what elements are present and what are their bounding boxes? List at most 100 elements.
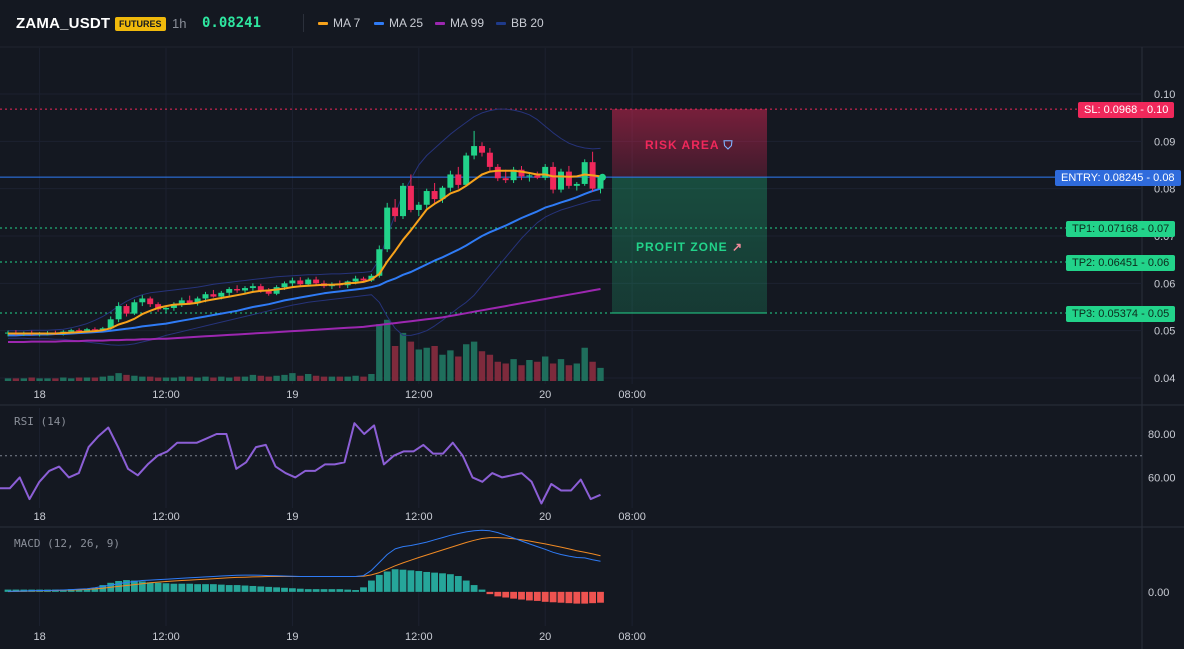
candle-body[interactable] <box>218 292 225 297</box>
candle-body[interactable] <box>534 175 541 178</box>
candle-body[interactable] <box>155 304 162 310</box>
entry-tag[interactable]: ENTRY: 0.08245 - 0.08 <box>1055 170 1181 186</box>
candle-body[interactable] <box>360 278 367 281</box>
candle-body[interactable] <box>494 166 501 179</box>
candle-body[interactable] <box>415 204 422 210</box>
tp2-tag-axis: 0.06 <box>1147 257 1170 269</box>
time-axis-tick-0-2: 19 <box>286 389 298 401</box>
macd-histogram-bar <box>565 591 573 604</box>
candle-body[interactable] <box>502 178 509 181</box>
candle-body[interactable] <box>68 330 75 332</box>
candle-body[interactable] <box>384 207 391 250</box>
volume-bar <box>589 361 596 381</box>
candle-body[interactable] <box>76 330 83 332</box>
candle-body[interactable] <box>439 187 446 200</box>
candle-body[interactable] <box>597 177 604 189</box>
candle-body[interactable] <box>178 300 185 305</box>
risk-area-label: RISK AREA ⛉ <box>645 138 733 153</box>
symbol-title[interactable]: ZAMA_USDT <box>16 15 111 32</box>
macd-histogram-bar <box>154 582 162 592</box>
volume-bar <box>470 341 478 381</box>
tp1-tag[interactable]: TP1: 0.07168 - 0.07 <box>1066 221 1176 237</box>
candle-body[interactable] <box>313 279 320 284</box>
macd-histogram-bar <box>360 587 367 592</box>
tp3-tag[interactable]: TP3: 0.05374 - 0.05 <box>1066 306 1176 322</box>
sl-tag[interactable]: SL: 0.0968 - 0.10 <box>1078 102 1175 118</box>
candle-body[interactable] <box>305 279 312 285</box>
legend-ma25[interactable]: MA 25 <box>374 16 423 30</box>
candle-body[interactable] <box>234 289 241 291</box>
candle-body[interactable] <box>573 183 580 186</box>
candle-body[interactable] <box>289 280 296 284</box>
bb-lower-line <box>8 199 601 346</box>
candle-body[interactable] <box>84 329 90 331</box>
macd-histogram-bar <box>415 571 423 592</box>
candle-body[interactable] <box>147 298 154 305</box>
candle-body[interactable] <box>202 294 209 299</box>
candle-body[interactable] <box>400 185 406 217</box>
candle-body[interactable] <box>423 191 430 205</box>
candle-body[interactable] <box>249 286 256 289</box>
candle-body[interactable] <box>115 306 122 320</box>
time-axis-tick-1-5: 08:00 <box>618 511 646 523</box>
profit-zone-text: PROFIT ZONE <box>636 240 728 254</box>
macd-histogram-bar <box>573 591 581 604</box>
candle-body[interactable] <box>139 298 146 303</box>
candle-body[interactable] <box>463 155 470 185</box>
candle-body[interactable] <box>91 329 98 331</box>
candle-body[interactable] <box>297 280 304 285</box>
candle-body[interactable] <box>107 319 114 329</box>
macd-histogram-bar <box>202 584 209 592</box>
candle-body[interactable] <box>447 174 454 188</box>
macd-histogram-bar <box>407 570 415 592</box>
candle-body[interactable] <box>194 298 201 304</box>
candle-body[interactable] <box>392 207 399 217</box>
macd-histogram-bar <box>494 591 502 597</box>
legend-ma7[interactable]: MA 7 <box>318 16 360 30</box>
candle-body[interactable] <box>281 283 288 288</box>
candle-body[interactable] <box>265 290 272 294</box>
candle-body[interactable] <box>210 294 217 297</box>
macd-histogram-bar <box>589 591 596 604</box>
candle-body[interactable] <box>479 146 485 153</box>
candle-body[interactable] <box>455 174 462 185</box>
candle-body[interactable] <box>170 304 177 308</box>
volume-bar <box>368 374 375 381</box>
candle-body[interactable] <box>407 185 414 210</box>
candle-body[interactable] <box>510 169 517 181</box>
candle-body[interactable] <box>558 171 564 190</box>
candle-body[interactable] <box>163 307 169 310</box>
candle-body[interactable] <box>131 302 138 314</box>
candle-body[interactable] <box>526 175 533 177</box>
candle-body[interactable] <box>542 166 549 178</box>
candle-body[interactable] <box>368 275 375 281</box>
macd-histogram-bar <box>257 586 265 592</box>
candle-body[interactable] <box>550 166 557 190</box>
volume-bar <box>194 377 201 381</box>
tp2-tag-label: TP2: 0.06451 <box>1072 257 1139 269</box>
macd-histogram-bar <box>320 589 328 592</box>
candle-body[interactable] <box>376 249 383 276</box>
volume-bar <box>4 378 12 381</box>
candle-body[interactable] <box>581 162 588 184</box>
volume-bar <box>186 376 193 381</box>
candle-body[interactable] <box>257 286 264 291</box>
time-axis-tick-0-0: 18 <box>33 389 45 401</box>
candle-body[interactable] <box>226 289 233 293</box>
legend-ma99[interactable]: MA 99 <box>435 16 484 30</box>
candle-body[interactable] <box>471 146 478 156</box>
candle-body[interactable] <box>242 288 248 291</box>
candle-body[interactable] <box>123 306 130 314</box>
candle-body[interactable] <box>99 328 106 330</box>
candle-body[interactable] <box>565 171 572 186</box>
legend-bb20[interactable]: BB 20 <box>496 16 544 30</box>
timeframe-label[interactable]: 1h <box>172 16 187 31</box>
time-axis-tick-2-5: 08:00 <box>618 631 646 643</box>
candle-body[interactable] <box>186 300 193 304</box>
tp2-tag[interactable]: TP2: 0.06451 - 0.06 <box>1066 255 1176 271</box>
candle-body[interactable] <box>352 278 359 282</box>
candle-body[interactable] <box>518 169 525 177</box>
candle-body[interactable] <box>486 152 493 167</box>
candle-body[interactable] <box>431 191 438 200</box>
